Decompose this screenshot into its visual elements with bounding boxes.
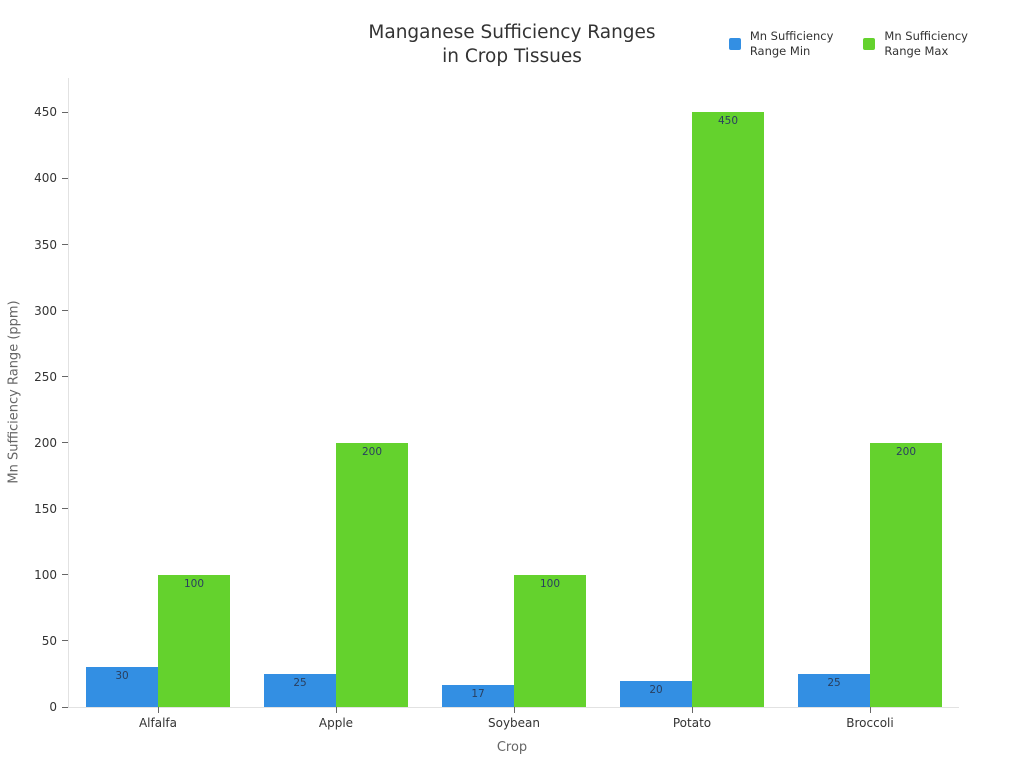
y-tick-mark [62,574,68,576]
x-tick-mark [335,707,337,713]
x-tick-mark [869,707,871,713]
x-tick-label: Potato [672,716,712,730]
chart-title: Manganese Sufficiency Ranges in Crop Tis… [368,22,656,67]
y-tick-label: 350 [34,237,57,252]
bar-max-broccoli[interactable]: 200 [870,442,942,707]
bar-min-apple[interactable]: 25 [264,673,336,707]
legend-swatch-min-icon [728,38,741,50]
bar-value-label: 100 [539,577,561,590]
bar-value-label: 200 [361,445,383,458]
bar-value-label: 25 [293,676,307,689]
y-tick-mark [62,508,68,510]
y-tick-mark [62,111,68,113]
bar-min-alfalfa[interactable]: 30 [86,667,158,707]
y-tick-mark [62,640,68,642]
legend-item-max[interactable]: Mn Sufficiency Range Max [863,29,968,59]
bar-value-label: 200 [895,445,917,458]
y-tick-mark [62,706,68,708]
y-tick-label: 200 [34,435,57,450]
x-tick-mark [157,707,159,713]
legend-label-max: Mn Sufficiency Range Max [884,29,968,58]
y-tick-mark [62,244,68,245]
bar-value-label: 100 [183,577,205,590]
y-tick-mark [62,442,68,444]
x-axis-title: Crop [496,740,528,755]
x-tick-label: Alfalfa [138,716,178,730]
bar-value-label: 25 [827,676,841,689]
x-tick-label: Broccoli [846,716,894,730]
x-tick-mark [691,707,693,713]
bar-max-potato[interactable]: 450 [692,112,764,707]
bar-min-potato[interactable]: 20 [620,680,692,707]
y-tick-label: 250 [34,369,57,384]
y-tick-label: 100 [34,567,57,582]
bar-min-soybean[interactable]: 17 [442,684,514,707]
bar-max-soybean[interactable]: 100 [514,574,586,707]
y-tick-label: 0 [49,700,57,714]
bar-max-apple[interactable]: 200 [336,442,408,707]
y-tick-label: 400 [34,171,57,186]
bar-value-label: 30 [115,670,129,683]
y-tick-mark [62,177,68,179]
bar-min-broccoli[interactable]: 25 [798,673,870,707]
y-axis-title: Mn Sufficiency Range (ppm) [6,300,22,484]
bar-value-label: 17 [471,687,485,700]
legend-swatch-max-icon [863,38,876,50]
x-tick-label: Soybean [487,716,541,730]
y-tick-mark [62,376,68,378]
y-tick-label: 50 [41,633,57,648]
bar-value-label: 450 [717,115,739,128]
y-tick-mark [62,310,68,312]
plot-area: 0 50 100 150 200 250 300 350 400 450 Alfalfa 30 100 A… [34,78,959,730]
bar-value-label: 20 [649,683,663,696]
x-tick-label: Apple [318,716,354,730]
y-tick-label: 300 [34,303,57,318]
y-tick-label: 450 [34,105,57,120]
legend-item-min[interactable]: Mn Sufficiency Range Min [728,29,834,59]
x-tick-mark [513,707,515,713]
legend-label-min: Mn Sufficiency Range Min [749,29,834,58]
bar-max-alfalfa[interactable]: 100 [158,574,230,707]
y-tick-label: 150 [34,501,57,516]
legend: Mn Sufficiency Range Min Mn Sufficiency … [728,29,968,59]
